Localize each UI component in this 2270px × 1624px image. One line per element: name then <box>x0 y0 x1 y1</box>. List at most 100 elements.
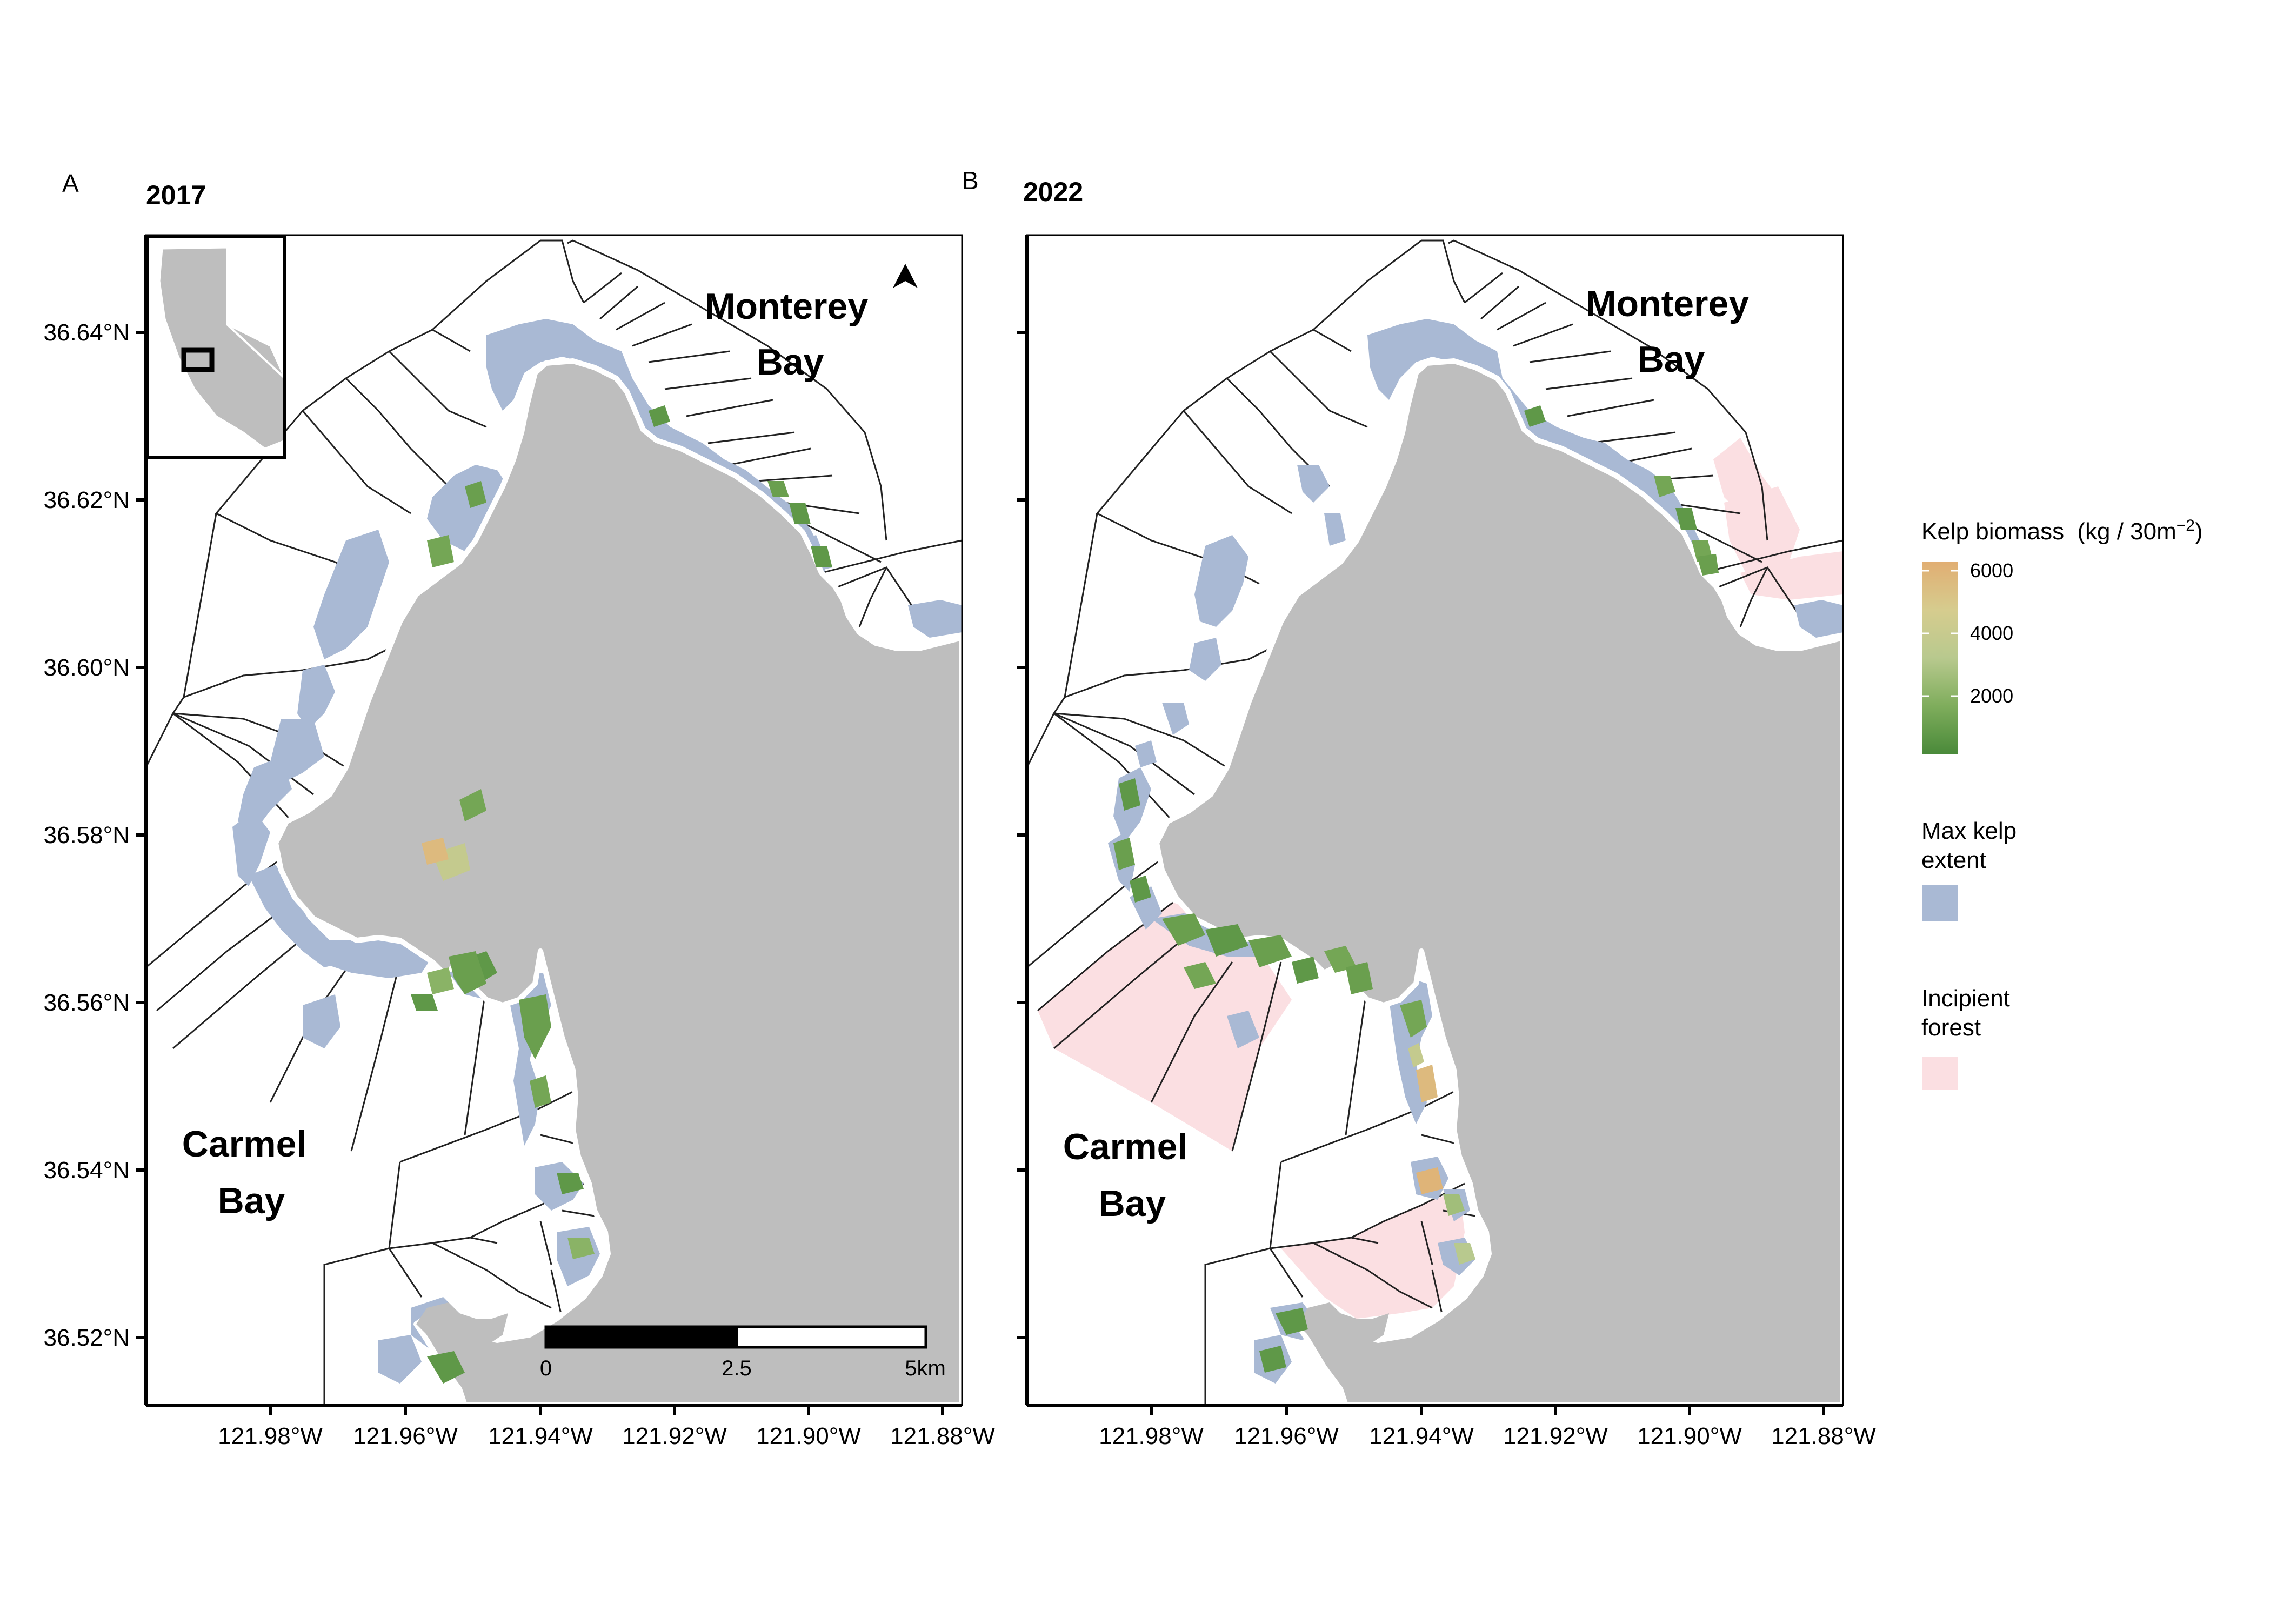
zone-boundary <box>1351 1237 1379 1244</box>
zone-boundary <box>599 285 638 320</box>
incipient-forest-zone <box>1724 486 1800 573</box>
zone-boundary <box>301 377 411 514</box>
kelp-biomass-patch <box>1454 1243 1476 1265</box>
lon-axis: 121.98°W 121.96°W 121.94°W 121.92°W 121.90°W… <box>1099 1405 1876 1449</box>
lat-tick-label: 36.52°N <box>44 1325 130 1351</box>
kelp-biomass-patch <box>519 994 551 1059</box>
zone-boundary <box>1345 983 1368 1135</box>
zone-boundary <box>686 399 773 417</box>
kelp-biomass-patch <box>1443 1194 1465 1216</box>
map-area <box>146 235 962 1405</box>
kelp-biomass-patch <box>411 994 438 1011</box>
kelp-biomass-patch <box>649 405 670 427</box>
panel-b: B 2022 121.98°W 121.96°W 121.94°W 121.92°W 1… <box>962 166 1876 1449</box>
map-area <box>1027 235 1843 1405</box>
kelp-biomass-patch <box>1416 1167 1443 1194</box>
kelp-biomass-patch <box>427 535 454 567</box>
biomass-colorbar <box>1922 562 1958 754</box>
kelp-extent-patch <box>1794 600 1843 638</box>
kelp-biomass-patch <box>1205 924 1248 957</box>
svg-text:5km: 5km <box>905 1356 946 1380</box>
svg-text:extent: extent <box>1921 847 1986 873</box>
zone-boundary <box>1150 961 1233 1103</box>
zone-boundary <box>1686 523 1762 563</box>
kelp-biomass-patch <box>568 1238 595 1259</box>
kelp-biomass-patch <box>530 1075 551 1108</box>
kelp-biomass-patch <box>1113 838 1135 870</box>
kelp-biomass-patch <box>811 546 832 567</box>
place-label-monterey-bay: Monterey Bay <box>1586 283 1749 380</box>
zone-boundary <box>1464 272 1503 304</box>
zone-boundary <box>388 329 487 428</box>
kelp-biomass-patch <box>1130 876 1151 903</box>
svg-text:Monterey: Monterey <box>705 286 868 327</box>
kelp-biomass-patch <box>1248 935 1292 967</box>
zone-boundary <box>707 431 795 444</box>
kelp-extent-patch <box>313 530 389 659</box>
kelp-extent-patch <box>1162 703 1189 735</box>
zone-boundary <box>1529 350 1611 363</box>
scale-bar: 0 2.5 5km <box>540 1325 946 1380</box>
zone-boundary <box>183 513 390 699</box>
lon-tick-label: 121.92°W <box>622 1423 727 1449</box>
zone-boundary <box>1588 431 1676 444</box>
kelp-extent-patch <box>232 811 270 886</box>
zone-boundary <box>323 1247 390 1405</box>
svg-text:Bay: Bay <box>218 1180 285 1221</box>
zone-boundary <box>756 474 833 482</box>
kelp-biomass-patch <box>1416 1065 1438 1102</box>
lon-tick-label: 121.98°W <box>1099 1423 1204 1449</box>
zone-boundary <box>464 983 488 1135</box>
zone-boundary <box>858 567 887 627</box>
zone-boundary <box>821 539 962 574</box>
kelp-biomass-patch <box>449 951 486 994</box>
kelp-biomass-patch <box>1697 554 1719 576</box>
incipient-forest-zones <box>1038 438 1843 1319</box>
zone-boundary <box>1053 928 1195 1050</box>
zone-boundary <box>388 1248 423 1298</box>
lon-tick-label: 121.96°W <box>353 1423 458 1449</box>
legend-biomass-title: Kelp biomass (kg / 30m−2) <box>1921 517 2203 545</box>
kelp-biomass-patch <box>1675 508 1697 530</box>
zone-boundary <box>470 1237 498 1244</box>
zone-boundary <box>729 447 811 466</box>
kelp-biomass-patch <box>459 789 486 821</box>
kelp-biomass <box>1113 405 1719 1373</box>
kelp-biomass-patch <box>1324 946 1357 973</box>
kelp-biomass-patch <box>427 1351 465 1384</box>
zone-boundary <box>1313 1242 1433 1309</box>
panel-year: 2022 <box>1023 177 1083 207</box>
svg-text:Bay: Bay <box>1638 339 1705 380</box>
zone-boundary <box>805 523 882 563</box>
kelp-biomass-patch <box>789 503 811 524</box>
lon-tick-label: 121.94°W <box>1369 1423 1474 1449</box>
zone-boundary <box>1448 239 1768 541</box>
zone-boundary <box>156 901 292 1012</box>
zone-boundary <box>1280 1085 1465 1163</box>
legend: Kelp biomass (kg / 30m−2) 6000 4000 2000… <box>1921 517 2203 1090</box>
zone-boundary <box>1225 350 1331 487</box>
lat-tick-label: 36.54°N <box>44 1157 130 1184</box>
north-arrow-icon <box>893 264 918 288</box>
kelp-biomass-patch <box>1400 1000 1427 1038</box>
zone-boundary <box>583 272 622 304</box>
kelp-biomass-patch <box>465 481 486 508</box>
lon-tick-label: 121.96°W <box>1234 1423 1339 1449</box>
kelp-biomass-patch <box>1292 957 1319 984</box>
kelp-biomass <box>411 405 832 1384</box>
place-label-carmel-bay: Carmel Bay <box>182 1124 307 1221</box>
zone-boundary <box>1052 697 1227 768</box>
lon-axis: 121.98°W 121.96°W 121.94°W 121.92°W 121.90°W… <box>218 1405 995 1449</box>
zone-boundary <box>146 842 303 968</box>
zone-boundary <box>399 1085 584 1163</box>
panel-letter: A <box>62 169 79 197</box>
zone-boundary <box>664 377 752 390</box>
panel-letter: B <box>962 166 979 195</box>
zone-boundary <box>567 239 887 541</box>
place-label-carmel-bay: Carmel Bay <box>1063 1126 1188 1224</box>
kelp-extent-patch <box>303 940 432 978</box>
carmel-point-land <box>416 1302 508 1351</box>
svg-text:2.5: 2.5 <box>722 1356 752 1380</box>
zone-boundary <box>1064 513 1271 699</box>
kelp-biomass-patch <box>1524 405 1546 427</box>
